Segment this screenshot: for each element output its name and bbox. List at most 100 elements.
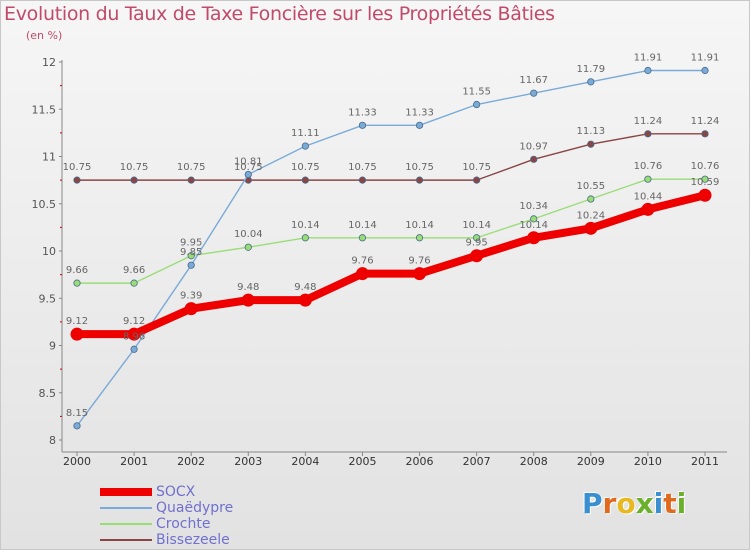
data-label: 9.95 (180, 238, 202, 249)
data-point (187, 252, 195, 260)
data-label: 10.14 (462, 220, 491, 231)
data-point (127, 327, 141, 341)
data-label: 9.76 (408, 256, 430, 267)
data-point (244, 170, 252, 179)
data-point (473, 100, 481, 109)
data-point (130, 345, 138, 353)
legend-swatch (100, 523, 152, 525)
data-label: 10.75 (291, 162, 320, 173)
data-point (73, 422, 81, 430)
data-label: 10.14 (291, 220, 320, 231)
data-point (473, 176, 481, 184)
data-point (641, 202, 655, 216)
y-tick-label: 10.5 (32, 198, 57, 211)
legend-swatch (100, 488, 152, 496)
logo-letter: o (616, 487, 636, 520)
data-point (415, 176, 424, 184)
data-point (587, 140, 595, 148)
data-label: 10.75 (120, 162, 149, 173)
data-label: 10.34 (519, 201, 548, 212)
data-point (244, 243, 252, 251)
data-label: 10.75 (462, 162, 491, 173)
data-point (527, 231, 541, 245)
data-label: 9.95 (466, 238, 488, 249)
data-label: 8.15 (66, 408, 88, 419)
data-point (584, 221, 598, 235)
chart-subtitle: (en %) (26, 29, 63, 42)
series-line-quaëdypre (76, 69, 706, 427)
y-tick-label: 8.5 (39, 387, 57, 400)
x-tick-label: 2011 (691, 455, 719, 468)
x-tick-label: 2003 (234, 455, 262, 468)
data-label: 10.76 (634, 161, 663, 172)
data-point (358, 176, 367, 184)
data-label: 9.12 (123, 316, 145, 327)
legend-swatch (100, 507, 152, 509)
data-label: 9.48 (237, 282, 259, 293)
data-point (130, 279, 138, 287)
x-tick-label: 2004 (291, 455, 319, 468)
data-label: 11.33 (348, 107, 377, 118)
data-label: 10.75 (348, 162, 377, 173)
y-tick-label: 8 (49, 434, 56, 447)
data-point (473, 234, 481, 242)
data-label: 9.39 (180, 291, 202, 302)
chart-title: Evolution du Taux de Taxe Foncière sur l… (4, 3, 555, 25)
x-tick-label: 2007 (463, 455, 491, 468)
data-point (644, 175, 652, 183)
data-point (587, 78, 595, 86)
data-point (530, 215, 538, 223)
y-tick-label: 12 (42, 56, 56, 69)
data-point (470, 249, 484, 263)
x-tick-label: 2008 (520, 455, 548, 468)
data-point (530, 155, 538, 163)
data-point (355, 267, 369, 281)
data-label: 11.24 (691, 116, 720, 127)
data-point (358, 234, 367, 242)
data-label: 11.13 (576, 126, 605, 137)
logo-letter: i (676, 487, 687, 520)
data-point (415, 234, 424, 242)
logo-letter: x (635, 487, 654, 520)
data-label: 11.91 (634, 53, 663, 64)
series-line-socx (73, 191, 709, 339)
data-label: 9.12 (66, 316, 88, 327)
x-tick-label: 2001 (120, 455, 148, 468)
data-label: 11.67 (519, 75, 548, 86)
data-label: 11.91 (691, 53, 720, 64)
y-tick-label: 9.5 (39, 292, 57, 305)
data-label: 10.75 (177, 162, 206, 173)
data-point (644, 66, 652, 75)
data-label: 11.33 (405, 107, 434, 118)
data-label: 10.24 (576, 210, 605, 221)
data-label: 9.76 (351, 256, 373, 267)
x-tick-label: 2010 (634, 455, 662, 468)
data-point (701, 130, 709, 138)
legend-label: Quaëdypre (156, 500, 234, 516)
logo-letter: i (653, 487, 664, 520)
data-point (73, 176, 81, 184)
data-point (298, 293, 312, 307)
data-label: 10.75 (234, 162, 263, 173)
data-point (73, 279, 81, 287)
series-line-bissezeele (76, 133, 706, 181)
x-tick-label: 2000 (63, 455, 91, 468)
data-label: 10.14 (405, 220, 434, 231)
data-point (70, 327, 84, 341)
x-tick-label: 2002 (177, 455, 205, 468)
y-tick-label: 11.5 (32, 103, 57, 116)
data-point (701, 175, 709, 183)
data-label: 10.59 (691, 177, 720, 188)
data-point (587, 195, 595, 203)
data-label: 10.75 (63, 162, 92, 173)
data-point (358, 121, 367, 129)
data-label: 11.55 (462, 87, 491, 98)
data-label: 10.76 (691, 161, 720, 172)
data-point (413, 267, 427, 281)
data-point (644, 130, 652, 138)
data-label: 10.14 (348, 220, 377, 231)
data-label: 11.24 (634, 116, 663, 127)
data-point (698, 188, 712, 202)
data-point (187, 261, 195, 269)
